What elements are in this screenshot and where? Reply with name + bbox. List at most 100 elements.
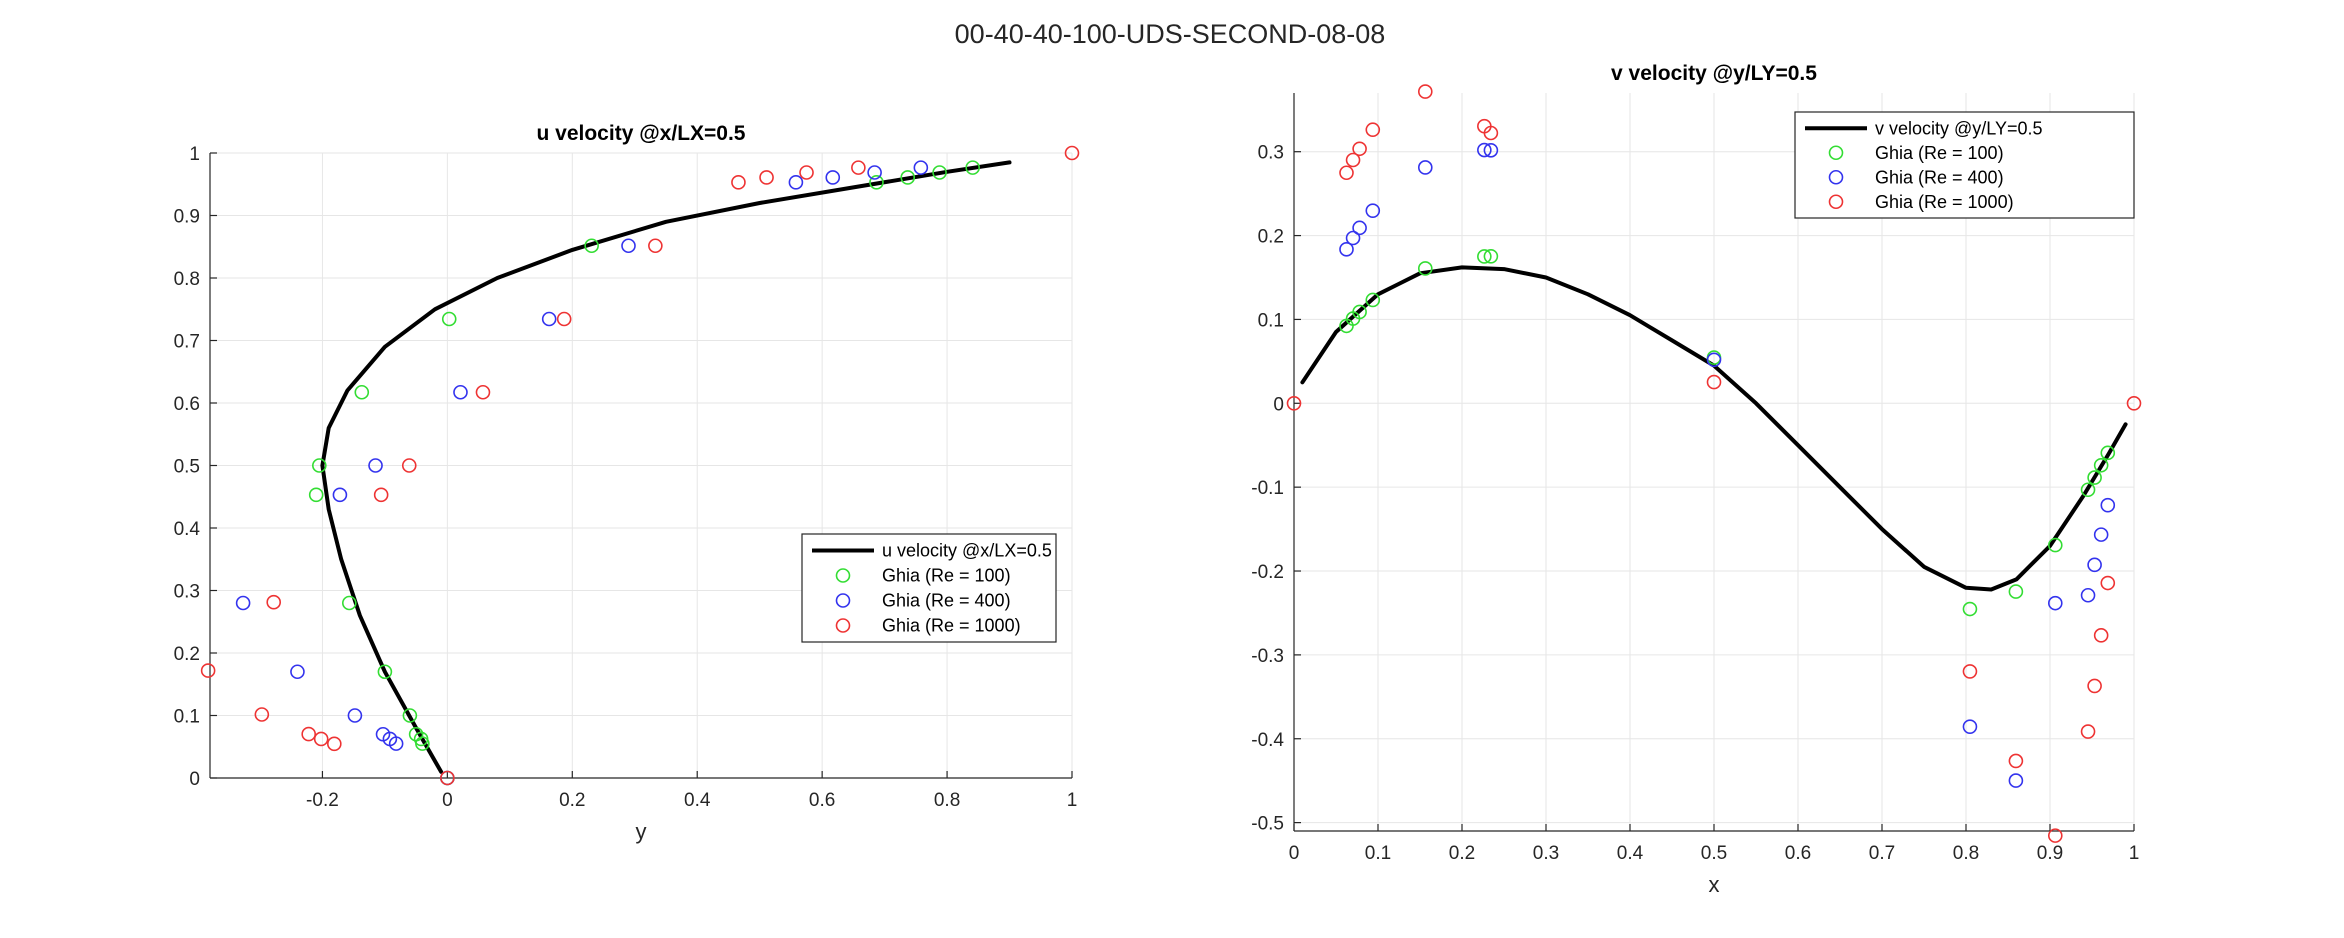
u-axes-title: u velocity @x/LX=0.5 [537,122,746,145]
v-legend-label-0: v velocity @y/LY=0.5 [1875,118,2043,138]
v-y-tick-label-1: -0.4 [1251,730,1284,751]
u-series-3-point-14 [799,165,814,180]
u-x-tick-label-2: 0.2 [559,790,585,811]
u-legend-marker-3 [835,618,851,633]
v-series-2-point-1 [1345,230,1361,246]
u-series-2-point-8 [368,458,383,473]
u-series-3-point-15 [851,160,866,175]
u-series-1-point-11 [584,238,599,254]
v-series-3-point-10 [2008,753,2024,769]
u-x-tick-label-3: 0.4 [684,790,711,811]
u-series-2-point-7 [332,487,348,503]
v-x-tick-label-5: 0.5 [1701,843,1727,864]
v-series-3-point-1 [1339,165,1354,181]
u-series-3-point-2 [313,731,329,747]
u-series-3-point-11 [648,238,663,254]
v-legend-marker-2 [1828,169,1844,185]
v-y-tick-label-8: 0.3 [1258,143,1284,164]
u-series-1-point-15 [965,160,980,175]
v-x-tick-label-1: 0.1 [1365,843,1391,864]
v-series-1-point-9 [2008,584,2024,599]
u-y-tick-label-6: 0.6 [174,394,200,415]
figure-title: 00-40-40-100-UDS-SECOND-08-08 [955,19,1386,49]
v-series-1-point-6 [1483,248,1499,264]
v-series-1-point-10 [2047,537,2063,553]
u-series-1-point-3 [408,726,424,742]
u-legend-label-3: Ghia (Re = 1000) [882,616,1021,636]
v-series-0-line [1300,265,2128,592]
v-series-3-point-0 [1286,395,1302,411]
v-series-1-point-13 [2093,457,2109,473]
u-y-tick-label-10: 1 [189,144,200,165]
u-y-tick-label-3: 0.3 [174,582,200,603]
u-series-1-point-6 [341,595,357,611]
u-series-3-point-16 [1064,145,1080,161]
u-series-2-point-9 [453,384,468,400]
v-y-tick-label-2: -0.3 [1251,646,1284,667]
v-x-tick-label-0: 0 [1289,843,1300,864]
v-y-tick-label-6: 0.1 [1258,310,1284,331]
v-velocity-axes: 0 0.1 0.2 0.3 0.4 0.5 0.6 0.7 0.8 0.9 1 -0.5 -0.4 -0.… [1251,62,2142,897]
u-y-tick-label-5: 0.5 [174,457,200,478]
v-legend-marker-1 [1828,145,1844,161]
u-series-2-point-5 [290,664,305,680]
u-series-2-point-15 [913,160,929,175]
u-y-tick-label-2: 0.2 [174,644,200,665]
v-x-tick-label-3: 0.3 [1533,843,1559,864]
v-series-3-point-16 [2126,395,2142,411]
u-x-label: y [636,819,647,844]
u-series-3-point-1 [327,736,342,752]
u-series-2-point-3 [375,726,391,742]
u-y-tick-label-1: 0.1 [174,707,200,728]
v-x-tick-label-4: 0.4 [1617,843,1644,864]
v-series-2-point-11 [2080,587,2096,603]
u-y-tick-label-8: 0.8 [174,269,200,290]
u-series-1-point-4 [402,708,418,723]
v-series-1-point-4 [1417,261,1433,276]
u-series-1-point-12 [869,175,884,190]
u-series-3-point-5 [200,663,216,678]
v-series-3-point-8 [1706,374,1722,390]
v-y-tick-label-5: 0 [1273,394,1284,415]
v-x-label: x [1709,872,1720,897]
u-series-3-point-12 [731,175,746,190]
u-series-1-point-10 [441,311,457,327]
u-legend-marker-2 [835,593,851,608]
u-x-tick-label-5: 0.8 [934,790,960,811]
v-legend-label-1: Ghia (Re = 100) [1875,143,2004,163]
v-series-1-point-3 [1365,292,1381,308]
u-velocity-axes: -0.2 0 0.2 0.4 0.6 0.8 1 0 0.1 0.2 0.3 0.4 0.5 0.6 0.7… [174,122,1080,844]
v-series-2-point-7 [1706,352,1722,368]
u-y-tick-label-9: 0.9 [174,207,200,228]
v-axes-title: v velocity @y/LY=0.5 [1611,62,1817,85]
u-legend-label-1: Ghia (Re = 100) [882,566,1011,586]
v-series-1-point-14 [2100,445,2116,461]
v-series-3-point-14 [2093,628,2109,643]
v-series-3-point-2 [1345,152,1361,168]
u-x-tick-label-1: 0 [442,790,453,811]
v-series-2-point-0 [1339,242,1354,257]
u-series-3-point-10 [556,311,572,327]
v-series-2-point-9 [2008,773,2024,788]
u-series-2-point-11 [621,238,636,254]
v-series-3-point-15 [2100,575,2116,591]
u-legend-label-2: Ghia (Re = 400) [882,591,1011,611]
v-series-3-point-5 [1417,84,1433,99]
u-series-2-point-10 [541,311,557,327]
u-legend-marker-1 [835,568,851,583]
v-series-1-point-8 [1962,601,1978,617]
u-series-3-point-0 [440,770,455,786]
v-x-tick-label-2: 0.2 [1449,843,1475,864]
u-series-3-point-7 [373,487,389,503]
u-series-2-point-4 [347,708,363,723]
u-y-tick-label-7: 0.7 [174,332,200,353]
v-series-2-point-6 [1483,142,1499,158]
v-series-2-point-4 [1417,160,1433,175]
u-series-3-point-13 [759,170,774,185]
u-x-tick-label-6: 1 [1067,790,1078,811]
v-y-tick-label-3: -0.2 [1251,562,1284,583]
v-series-3-point-13 [2087,678,2102,694]
v-x-tick-label-10: 1 [2129,843,2140,864]
v-y-tick-label-7: 0.2 [1258,227,1284,248]
v-series-1-point-11 [2080,482,2096,498]
